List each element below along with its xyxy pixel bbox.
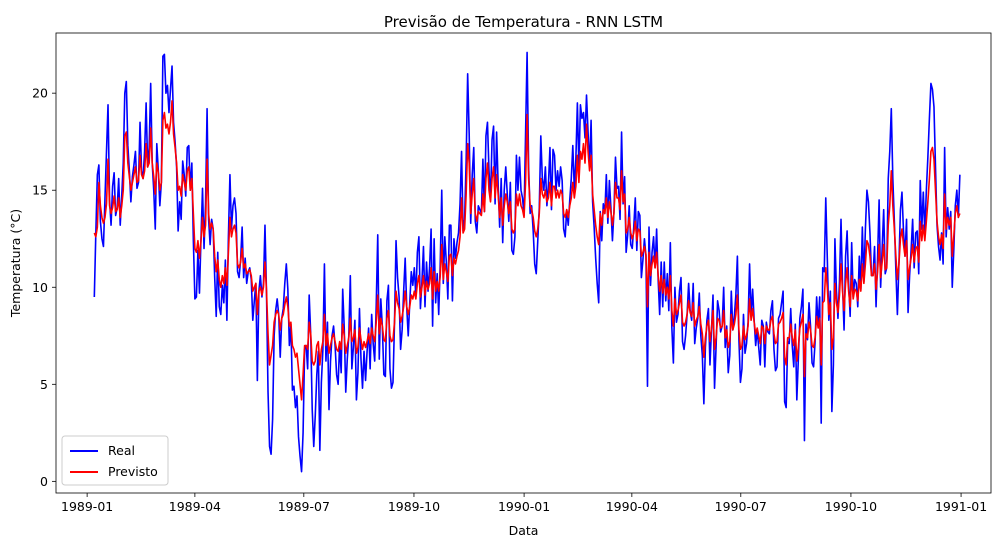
chart-title: Previsão de Temperatura - RNN LSTM (384, 13, 663, 31)
series-layer (93, 51, 961, 473)
x-tick-label: 1990-01 (498, 499, 550, 514)
legend-label-real: Real (108, 443, 135, 458)
x-tick-label: 1991-01 (935, 499, 987, 514)
x-tick-label: 1990-07 (715, 499, 767, 514)
x-tick-label: 1989-04 (169, 499, 221, 514)
series-line-previsto (93, 100, 961, 401)
y-tick-label: 10 (32, 280, 48, 295)
x-tick-label: 1989-01 (61, 499, 113, 514)
y-tick-label: 20 (32, 86, 48, 101)
plot-area (55, 32, 992, 494)
legend: Real Previsto (61, 435, 169, 486)
y-tick-label: 0 (40, 474, 48, 489)
axes-frame (55, 32, 992, 494)
x-tick-label: 1989-07 (278, 499, 330, 514)
x-tick-label: 1990-04 (606, 499, 658, 514)
y-axis-label: Temperatura (°C) (8, 209, 23, 318)
y-axis: 0 5 10 15 20 (32, 86, 56, 489)
y-tick-label: 15 (32, 183, 48, 198)
y-tick-label: 5 (40, 377, 48, 392)
legend-label-previsto: Previsto (108, 464, 158, 479)
x-tick-label: 1989-10 (388, 499, 440, 514)
x-axis-label: Data (509, 523, 539, 538)
x-axis: 1989-01 1989-04 1989-07 1989-10 1990-01 1990-… (61, 493, 987, 514)
x-tick-label: 1990-10 (825, 499, 877, 514)
